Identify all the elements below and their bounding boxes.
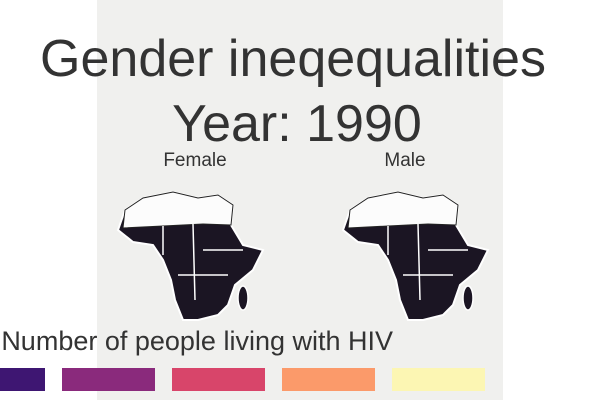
legend-swatch bbox=[62, 368, 155, 391]
panel-label: Male bbox=[384, 150, 425, 171]
legend-title: Number of people living with HIV bbox=[1, 326, 393, 356]
panel-label: Female bbox=[163, 150, 226, 171]
legend-swatch bbox=[282, 368, 375, 391]
legend-swatch bbox=[392, 368, 485, 391]
subtitle: Year: 1990 bbox=[172, 95, 422, 153]
legend bbox=[0, 368, 485, 391]
legend-swatch bbox=[0, 368, 45, 391]
title: Gender ineqequalities bbox=[40, 30, 546, 88]
legend-swatch bbox=[172, 368, 265, 391]
